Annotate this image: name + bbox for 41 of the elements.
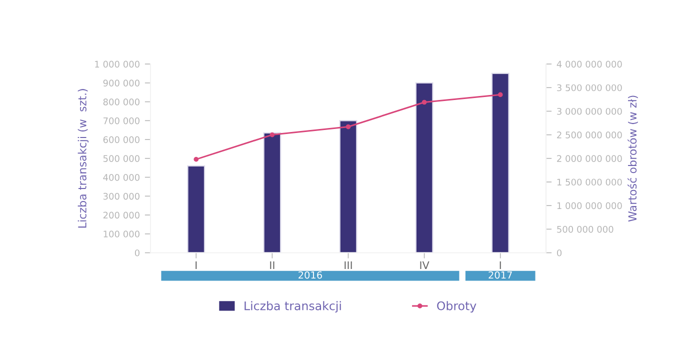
bar	[339, 120, 358, 253]
y-tick-label: 300 000	[103, 192, 140, 200]
y2-tick-label: 1 500 000 000	[557, 178, 622, 186]
x-tick-label: II	[270, 261, 274, 269]
y-tick-label: 900 000	[103, 80, 140, 86]
bar	[187, 165, 206, 253]
y-tick-label: 700 000	[103, 117, 140, 124]
bar	[415, 82, 434, 253]
bar	[491, 72, 510, 253]
y-axis-title: Liczba transakcji (w szt.)	[78, 89, 89, 228]
x-tick-label: III	[344, 261, 352, 269]
y-tick-label: 600 000	[103, 136, 140, 144]
y-tick-label: 500 000	[103, 155, 140, 162]
bar	[263, 132, 282, 253]
y2-tick-label: 1 000 000 000	[557, 202, 622, 210]
y-tick-label: 400 000	[103, 174, 140, 181]
y-tick-label: 800 000	[103, 98, 140, 106]
y2-axis-title: Wartość obrotów (w zł)	[628, 96, 638, 222]
point	[194, 156, 199, 162]
text: 2017	[488, 271, 512, 279]
y2-tick-label: 3 500 000 000	[557, 84, 622, 92]
legend-label: Liczba transakcji	[244, 301, 341, 313]
y-tick-label: 0	[134, 249, 140, 256]
x-tick-label: I	[500, 261, 501, 269]
point	[346, 124, 351, 130]
y-tick-label: 100 000	[104, 230, 140, 238]
point	[422, 100, 427, 105]
y-tick-label: 200 000	[103, 212, 140, 219]
x-tick-label: I	[196, 261, 197, 269]
y-tick-label: 1 000 000	[95, 60, 140, 68]
legend-label: Obroty	[437, 301, 476, 313]
x-tick-label: IV	[420, 261, 430, 269]
y2-tick-label: 4 000 000 000	[556, 60, 622, 68]
point	[270, 132, 275, 138]
text: 2016	[298, 271, 322, 279]
y2-tick-label: 3 000 000 000	[557, 108, 622, 115]
y2-tick-label: 0	[557, 249, 562, 256]
point	[498, 92, 503, 98]
y2-tick-label: 500 000 000	[557, 226, 614, 233]
y2-tick-label: 2 500 000 000	[557, 132, 622, 138]
y2-tick-label: 2 000 000 000	[557, 155, 622, 162]
